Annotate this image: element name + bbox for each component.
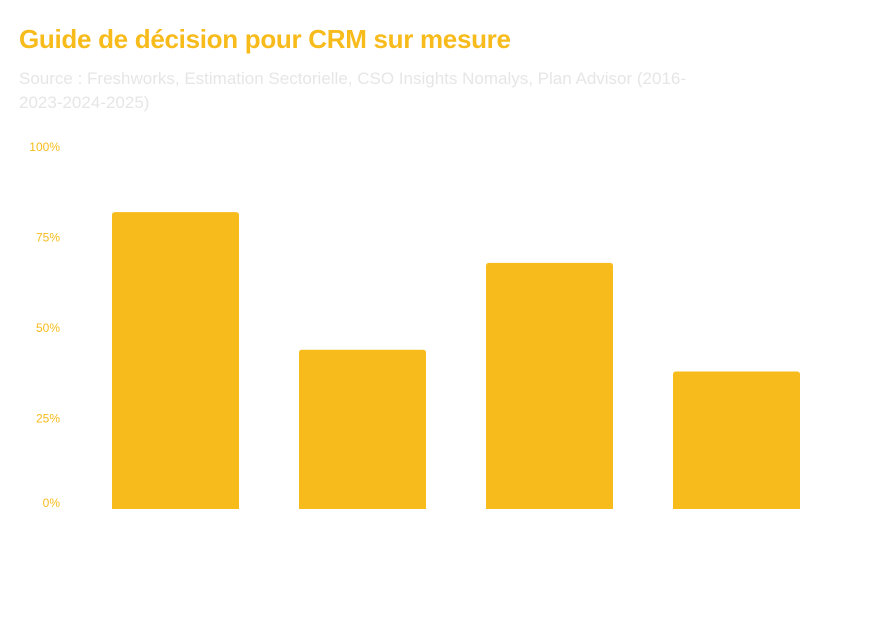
y-tick-label: 75% <box>36 231 60 245</box>
y-tick-label: 0% <box>43 496 61 510</box>
y-axis: 0% 25% 50% 75% 100% <box>29 140 60 510</box>
bar <box>112 212 239 509</box>
chart-source: Source : Freshworks, Estimation Sectorie… <box>19 69 687 112</box>
y-tick-label: 50% <box>36 321 60 335</box>
bar <box>673 371 800 509</box>
bar <box>299 349 426 509</box>
bar <box>486 262 613 509</box>
bars <box>112 212 800 509</box>
y-tick-label: 100% <box>29 140 60 154</box>
y-tick-label: 25% <box>36 412 60 426</box>
chart-title: Guide de décision pour CRM sur mesure <box>19 24 511 54</box>
